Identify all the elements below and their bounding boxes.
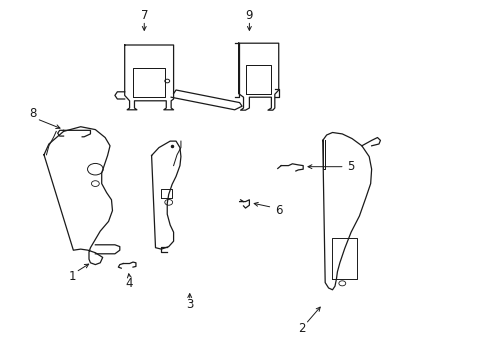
Text: 6: 6	[274, 204, 282, 217]
Text: 2: 2	[298, 322, 305, 335]
Text: 1: 1	[68, 270, 76, 283]
Text: 9: 9	[245, 9, 253, 22]
Text: 3: 3	[185, 298, 193, 311]
Text: 4: 4	[125, 277, 133, 290]
Text: 7: 7	[140, 9, 148, 22]
Text: 8: 8	[29, 107, 37, 120]
Text: 5: 5	[346, 160, 354, 173]
